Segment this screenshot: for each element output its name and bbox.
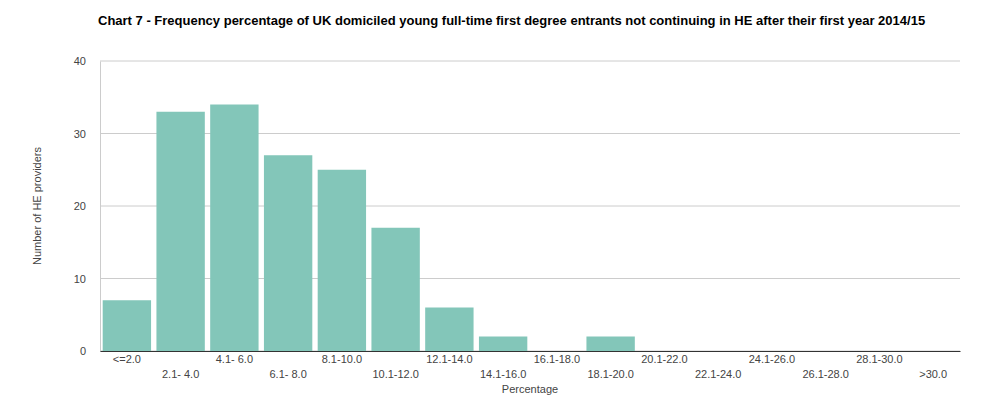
y-tick-label: 20 bbox=[74, 200, 86, 212]
x-axis: <=2.0 2.1- 4.0 4.1- 6.0 6.1- 8.0 8.1-10.0 10.… bbox=[101, 351, 961, 380]
x-tick: 14.1-16.0 bbox=[480, 351, 526, 380]
x-tick: 2.1- 4.0 bbox=[162, 351, 199, 380]
x-tick-label: 22.1-24.0 bbox=[695, 368, 741, 380]
chart-title: Chart 7 - Frequency percentage of UK dom… bbox=[98, 12, 973, 29]
x-tick-label: 6.1- 8.0 bbox=[269, 368, 306, 380]
x-axis-title: Percentage bbox=[502, 383, 558, 395]
y-axis-line bbox=[100, 62, 101, 352]
x-tick: 18.1-20.0 bbox=[587, 351, 633, 380]
x-tick: 6.1- 8.0 bbox=[269, 351, 306, 380]
x-tick-label: 10.1-12.0 bbox=[372, 368, 418, 380]
x-tick-label: 24.1-26.0 bbox=[749, 353, 795, 365]
bars bbox=[103, 105, 635, 352]
x-tick-label: 4.1- 6.0 bbox=[216, 353, 253, 365]
x-tick: 10.1-12.0 bbox=[372, 351, 418, 380]
plot-area: 0 10 20 30 40 <=2.0 2.1- 4.0 4.1- 6.0 6.1- 8.0 8.… bbox=[74, 55, 961, 380]
x-tick: 28.1-30.0 bbox=[856, 351, 902, 365]
x-tick-label: >30.0 bbox=[919, 368, 947, 380]
x-tick-label: 8.1-10.0 bbox=[322, 353, 362, 365]
x-tick: 12.1-14.0 bbox=[426, 351, 472, 365]
x-tick-label: 20.1-22.0 bbox=[641, 353, 687, 365]
x-tick: 8.1-10.0 bbox=[322, 351, 362, 365]
y-tick-label: 30 bbox=[74, 128, 86, 140]
x-tick-label: 26.1-28.0 bbox=[802, 368, 848, 380]
x-tick-label: <=2.0 bbox=[113, 353, 141, 365]
x-tick-label: 12.1-14.0 bbox=[426, 353, 472, 365]
y-tick: 30 bbox=[74, 128, 100, 140]
y-tick: 40 bbox=[74, 55, 100, 67]
bar bbox=[801, 351, 849, 352]
y-axis: 0 10 20 30 40 bbox=[74, 55, 101, 357]
bar bbox=[855, 351, 903, 352]
x-tick: <=2.0 bbox=[113, 351, 141, 365]
bar bbox=[748, 351, 796, 352]
x-tick: 20.1-22.0 bbox=[641, 351, 687, 365]
chart-svg: 0 10 20 30 40 <=2.0 2.1- 4.0 4.1- 6.0 6.1- 8.0 8.… bbox=[0, 0, 981, 400]
x-tick: 24.1-26.0 bbox=[749, 351, 795, 365]
x-tick-label: 16.1-18.0 bbox=[534, 353, 580, 365]
x-tick-label: 18.1-20.0 bbox=[587, 368, 633, 380]
y-tick: 10 bbox=[74, 273, 100, 285]
bar bbox=[264, 155, 312, 351]
x-tick-label: 28.1-30.0 bbox=[856, 353, 902, 365]
bar bbox=[640, 351, 688, 352]
x-tick: 16.1-18.0 bbox=[534, 351, 580, 365]
bar bbox=[479, 337, 527, 352]
y-tick-label: 0 bbox=[80, 345, 86, 357]
x-tick-label: 2.1- 4.0 bbox=[162, 368, 199, 380]
y-tick: 0 bbox=[80, 345, 100, 357]
bar bbox=[586, 337, 634, 352]
bar bbox=[156, 112, 204, 351]
bar bbox=[318, 170, 366, 351]
bar bbox=[103, 300, 151, 351]
y-tick-label: 40 bbox=[74, 55, 86, 67]
x-tick: 22.1-24.0 bbox=[695, 351, 741, 380]
y-tick: 20 bbox=[74, 200, 100, 212]
x-tick: 26.1-28.0 bbox=[802, 351, 848, 380]
x-tick: >30.0 bbox=[919, 351, 947, 380]
grid bbox=[100, 61, 960, 351]
bar bbox=[909, 351, 957, 352]
bar bbox=[371, 228, 419, 351]
x-tick-label: 14.1-16.0 bbox=[480, 368, 526, 380]
bar bbox=[210, 105, 258, 352]
y-tick-label: 10 bbox=[74, 273, 86, 285]
grid-line bbox=[100, 61, 960, 62]
y-axis-title: Number of HE providers bbox=[31, 147, 43, 265]
bar bbox=[533, 351, 581, 352]
bar bbox=[425, 308, 473, 352]
bar bbox=[694, 351, 742, 352]
x-tick: 4.1- 6.0 bbox=[216, 351, 253, 365]
